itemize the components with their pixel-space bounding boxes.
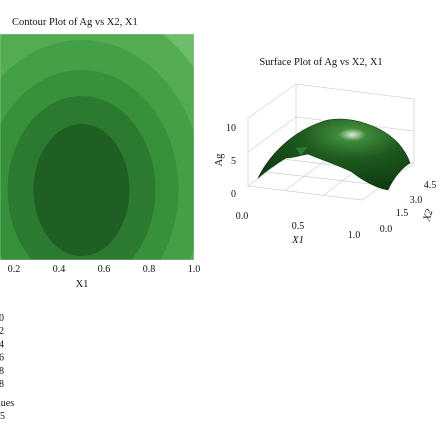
- legend-title: lues: [0, 398, 14, 409]
- legend-entry: 8: [0, 366, 4, 377]
- surface-x-label: X1: [291, 235, 304, 246]
- contour-x-label: X1: [76, 279, 89, 290]
- surface-y-ticks: 0.01.53.04.5: [380, 180, 437, 235]
- contour-title: Contour Plot of Ag vs X2, X1: [12, 17, 138, 28]
- legend-entry: 6: [0, 353, 4, 364]
- contour-level-5: [33, 124, 130, 256]
- surface-title: Surface Plot of Ag vs X2, X1: [259, 57, 382, 68]
- surface-z-tick: 0: [231, 189, 236, 200]
- legend-entry: 2: [0, 326, 4, 337]
- surface-x-tick: 1.0: [348, 230, 361, 241]
- contour-x-ticks: 0.2 0.4 0.6 0.8 1.0: [8, 264, 201, 275]
- surface-y-label: X2: [421, 207, 436, 223]
- surface-z-label: Ag: [214, 153, 225, 167]
- legend-entry: 0: [0, 313, 4, 324]
- surface-y-tick: 3.0: [410, 195, 423, 206]
- contour-x-tick: 0.8: [143, 264, 156, 275]
- contour-x-tick: 0.6: [98, 264, 111, 275]
- surface-notch: [296, 147, 307, 156]
- surface-x-tick: 0.5: [292, 221, 305, 232]
- surface-z-ticks: 0 5 10: [226, 123, 236, 200]
- contour-x-tick: 1.0: [188, 264, 201, 275]
- contour-x-tick: 0.4: [53, 264, 66, 275]
- surface-plot: Surface Plot of Ag vs X2, X1 0 5 10 Ag 0.0…: [214, 57, 436, 246]
- contour-x-tick: 0.2: [8, 264, 21, 275]
- surface-z-tick: 10: [226, 123, 236, 134]
- surface-y-tick: 1.5: [396, 208, 409, 219]
- contour-legend: 0 2 4 6 8 8 25 lues: [0, 313, 14, 422]
- surface-x-ticks: 0.0 0.5 1.0: [236, 211, 361, 241]
- surface-mesh: [257, 118, 411, 191]
- surface-y-tick: 4.5: [424, 180, 437, 191]
- surface-x-tick: 0.0: [236, 211, 249, 222]
- surface-z-tick: 5: [231, 156, 236, 167]
- contour-bands: [0, 34, 194, 260]
- legend-entry: 4: [0, 339, 4, 350]
- surface-y-tick: 0.0: [380, 224, 393, 235]
- contour-plot: Contour Plot of Ag vs X2, X1 0.2 0.4 0.6 0.…: [0, 17, 201, 290]
- legend-entry: 25: [0, 411, 5, 422]
- legend-entry: 8: [0, 379, 4, 390]
